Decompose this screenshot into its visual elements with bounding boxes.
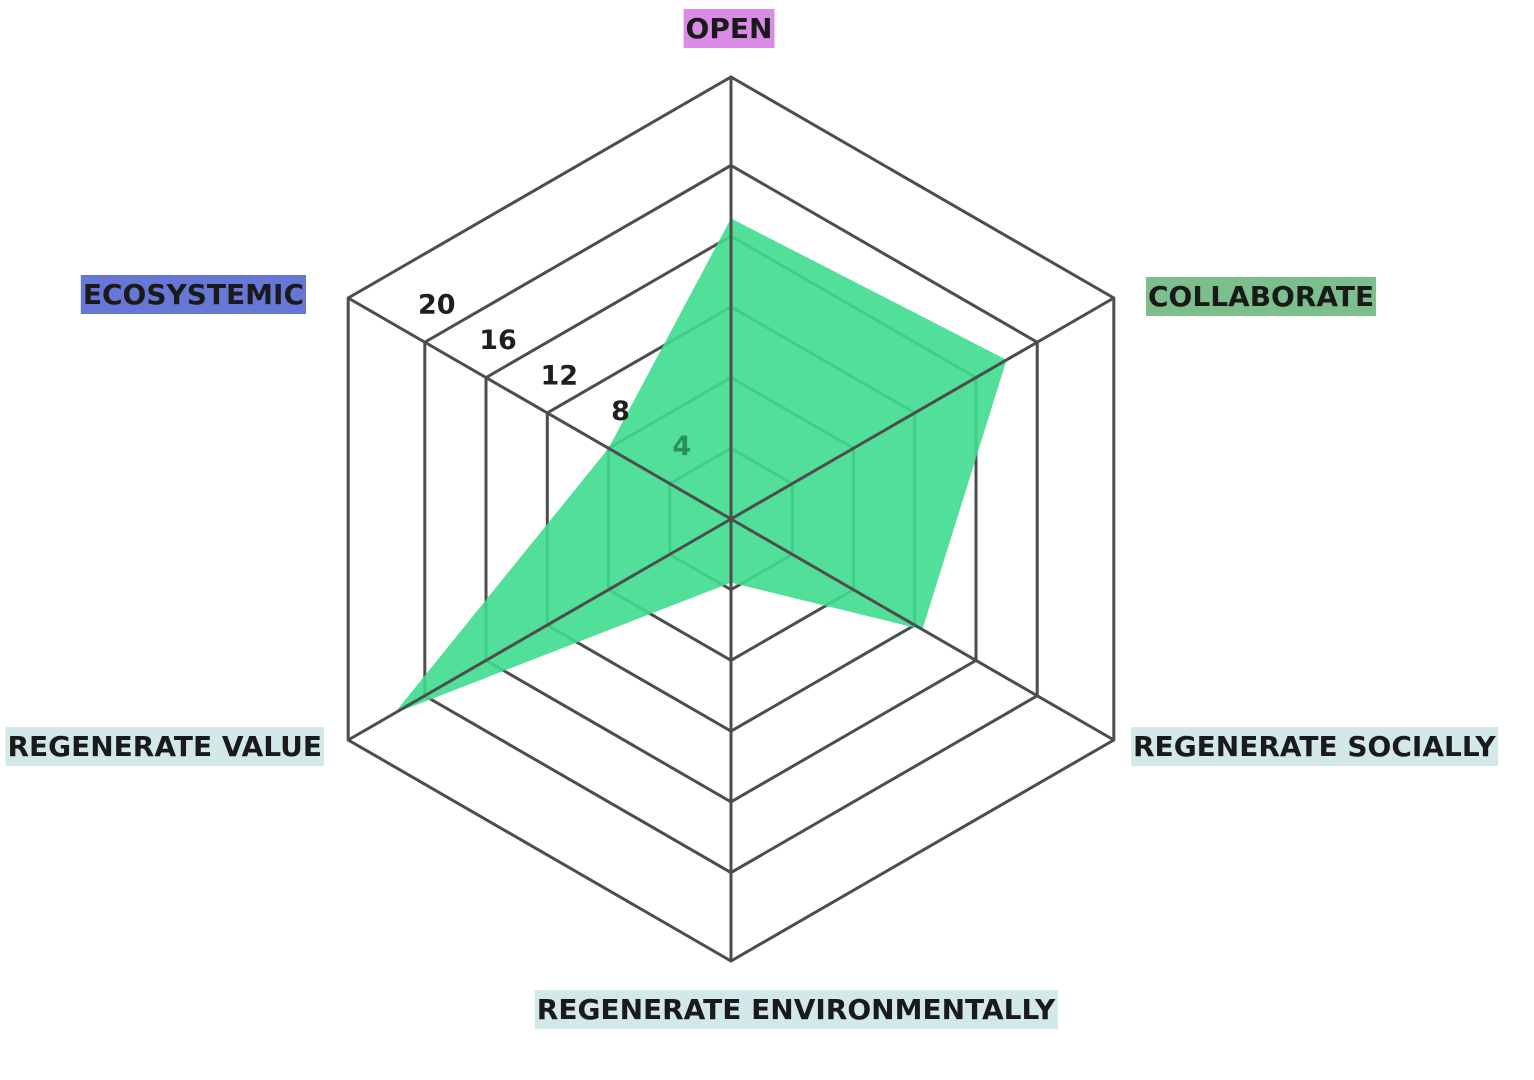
tick-label: 12 <box>541 360 579 391</box>
axis-label-open: OPEN <box>683 9 775 48</box>
tick-label: 8 <box>611 396 630 427</box>
axis-label-ecosystemic: ECOSYSTEMIC <box>80 275 306 314</box>
axis-label-background <box>1146 277 1377 316</box>
tick-label: 20 <box>418 290 456 321</box>
axis-spoke <box>730 517 1115 742</box>
axis-label-background <box>1131 727 1499 766</box>
radar-tick-labels: 4 8 12 16 20 <box>418 290 691 462</box>
axis-label-collaborate: COLLABORATE <box>1146 277 1377 316</box>
axis-spoke <box>730 296 1115 521</box>
axis-label-regenerate-socially: REGENERATE SOCIALLY <box>1131 727 1499 766</box>
axis-label-background <box>5 727 324 766</box>
axis-label-text: OPEN <box>686 12 773 45</box>
axis-label-background <box>534 990 1058 1029</box>
radar-spokes <box>347 77 1115 961</box>
axis-label-regenerate-value: REGENERATE VALUE <box>5 727 324 766</box>
tick-label: 16 <box>479 325 517 356</box>
axis-spoke <box>347 517 732 742</box>
axis-label-regenerate-environmentally: REGENERATE ENVIRONMENTALLY <box>534 990 1058 1029</box>
axis-label-background <box>80 275 306 314</box>
axis-label-text: REGENERATE ENVIRONMENTALLY <box>537 993 1056 1026</box>
tick-label: 4 <box>672 431 691 462</box>
axis-label-text: REGENERATE VALUE <box>7 730 322 763</box>
axis-label-background <box>683 9 775 48</box>
radar-axis-labels: OPEN COLLABORATE REGENERATE SOCIALLY REGENE… <box>5 9 1499 1029</box>
axis-label-text: REGENERATE SOCIALLY <box>1133 730 1496 763</box>
axis-label-text: COLLABORATE <box>1148 280 1374 313</box>
axis-spoke <box>347 296 732 521</box>
axis-label-text: ECOSYSTEMIC <box>83 278 304 311</box>
